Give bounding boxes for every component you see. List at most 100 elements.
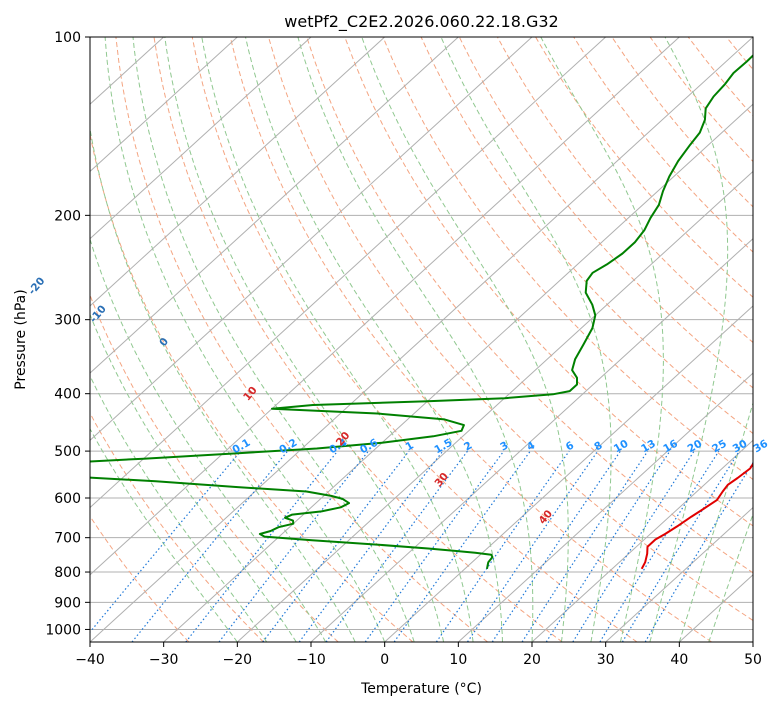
mixing-ratio-line (90, 450, 242, 633)
moist-adiabat (540, 37, 664, 642)
dry-adiabat (726, 37, 753, 71)
mixing-ratio-line (364, 450, 505, 642)
y-axis-label: Pressure (hPa) (13, 289, 29, 389)
dry-adiabat (420, 37, 753, 435)
moist-adiabat (361, 37, 569, 642)
dry-adiabat-label: 0 (157, 336, 171, 349)
isotherm (90, 37, 312, 240)
dry-adiabat-label: 10 (241, 384, 260, 403)
mixing-ratio-line (621, 450, 740, 642)
x-tick-label: −20 (223, 652, 253, 668)
mixing-ratio-line (298, 450, 444, 642)
isotherm (384, 305, 753, 642)
moist-adiabat (245, 37, 503, 642)
temperature-profile-line (640, 462, 753, 570)
mixing-ratio-line (435, 450, 570, 642)
mixing-ratio-line (521, 450, 649, 642)
mixing-ratio-line (185, 450, 339, 642)
dry-adiabat (765, 37, 775, 642)
x-tick-label: 0 (380, 652, 389, 668)
mixing-ratio-line (262, 450, 410, 642)
moist-adiabat (90, 427, 238, 642)
isotherm (90, 37, 607, 509)
moist-adiabat (297, 37, 534, 642)
isotherm (90, 37, 386, 307)
dry-adiabat (191, 37, 638, 642)
mixing-ratio-line (218, 450, 369, 642)
moist-adiabat (90, 313, 297, 642)
dry-adiabat (306, 37, 753, 574)
profile-lines (90, 54, 753, 570)
isotherm (531, 439, 753, 642)
chart-title: wetPf2_C2E2.2026.060.22.18.G32 (284, 12, 558, 32)
isotherm (90, 37, 680, 576)
moist-adiabat (90, 237, 327, 642)
dry-adiabat (268, 37, 753, 622)
moist-adiabat (164, 37, 445, 642)
dry-adiabat (535, 37, 753, 298)
y-tick-label: 100 (54, 30, 81, 46)
y-tick-label: 1000 (45, 622, 81, 638)
mixing-ratio-label: 16 (661, 438, 680, 456)
background-lines (90, 37, 775, 642)
dry-adiabat (573, 37, 753, 253)
isotherm (90, 37, 459, 374)
x-tick-label: −10 (296, 652, 326, 668)
isotherm (236, 170, 753, 642)
dewpoint-profile-line (90, 54, 753, 569)
dry-adiabat-label: -20 (26, 275, 47, 297)
moist-adiabat (104, 37, 386, 642)
mixing-ratio-line (466, 450, 599, 642)
dry-adiabat-label: 40 (537, 508, 556, 527)
mixing-ratio-line (599, 450, 720, 642)
mixing-ratio-label: 36 (751, 438, 770, 456)
mixing-ratio-label: 10 (612, 438, 631, 456)
moist-adiabat (649, 37, 729, 642)
y-tick-label: 400 (54, 387, 81, 403)
moist-adiabat (440, 37, 612, 642)
y-tick-label: 200 (54, 208, 81, 224)
mixing-ratio-label: 30 (731, 438, 750, 456)
moist-adiabat (708, 513, 753, 642)
x-tick-label: 30 (597, 652, 615, 668)
moist-adiabat (132, 37, 415, 642)
dry-adiabat (90, 131, 414, 642)
mixing-ratio-line (325, 450, 468, 642)
y-tick-label: 900 (54, 595, 81, 611)
mixing-ratio-label: 25 (710, 438, 729, 456)
y-tick-label: 300 (54, 313, 81, 329)
mixing-ratio-line (393, 450, 531, 642)
isotherm (90, 37, 753, 642)
x-tick-label: 40 (670, 652, 688, 668)
moist-adiabat (201, 37, 474, 642)
dry-adiabat (90, 412, 264, 642)
y-tick-label: 800 (54, 565, 81, 581)
x-tick-label: −30 (149, 652, 179, 668)
mixing-ratio-label: 0.6 (358, 437, 380, 457)
dry-adiabat (115, 37, 488, 642)
dry-adiabat (344, 37, 753, 527)
isotherm (605, 506, 753, 642)
x-axis: −40 −30 −20 −10 0 10 20 30 40 50 (75, 642, 762, 668)
x-axis-label: Temperature (°C) (360, 681, 482, 697)
y-tick-label: 600 (54, 491, 81, 507)
dry-adiabat (153, 37, 563, 642)
dry-adiabat (611, 37, 753, 208)
mixing-ratio-label: 1.5 (432, 437, 454, 457)
x-tick-label: −40 (75, 652, 105, 668)
x-tick-label: 10 (449, 652, 467, 668)
isotherm (90, 37, 533, 442)
dry-adiabat (649, 37, 753, 163)
y-tick-label: 700 (54, 531, 81, 547)
isotherm (90, 37, 238, 173)
mixing-ratio-line (545, 450, 671, 642)
isotherm (752, 641, 753, 642)
isotherm (163, 103, 753, 642)
dry-adiabat-label: -10 (87, 303, 108, 325)
moist-adiabat (678, 401, 753, 642)
mixing-ratio-line (131, 450, 289, 642)
isotherm (310, 237, 753, 642)
y-axis: 100 200 300 400 500 600 700 800 900 1000 (45, 30, 90, 638)
moist-adiabat (90, 125, 356, 642)
